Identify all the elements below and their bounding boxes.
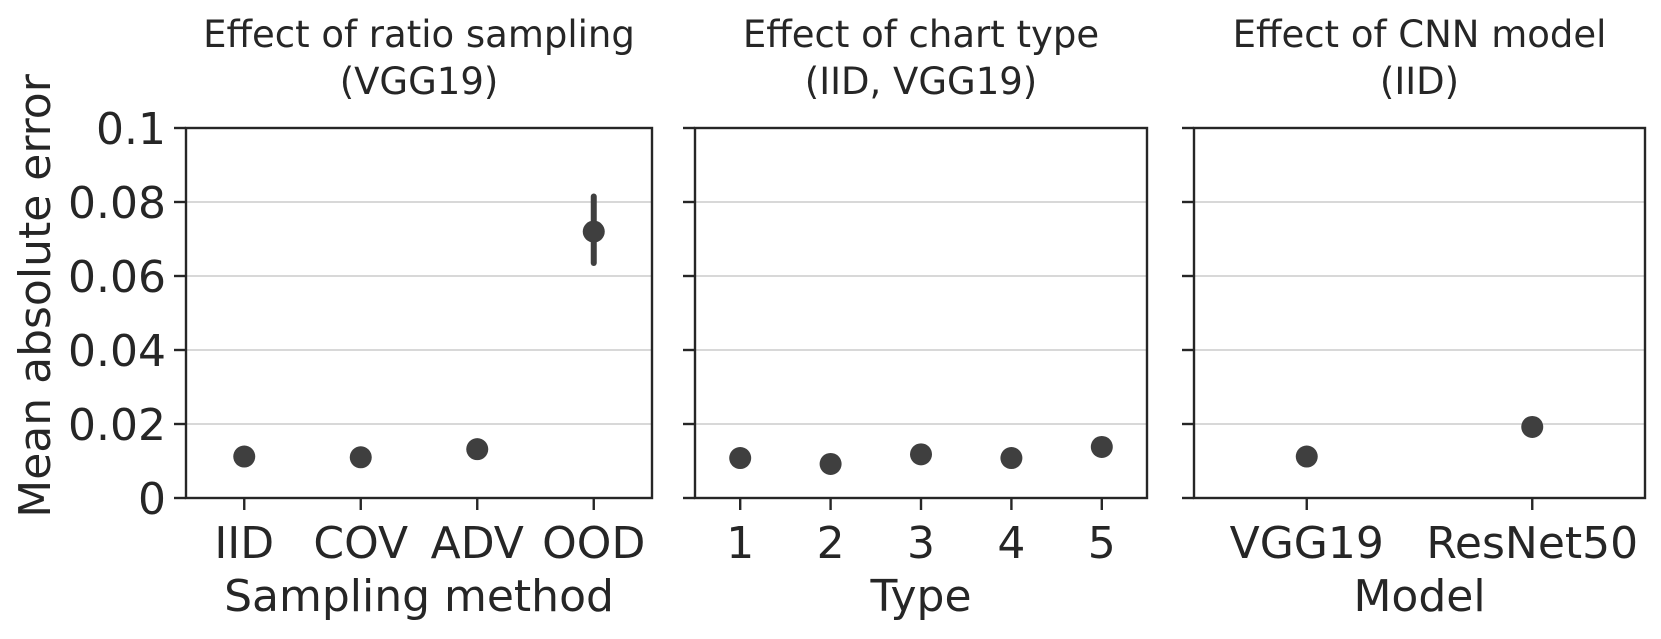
y-tick-label-2: 0.04 (68, 326, 166, 377)
axes-frame-1 (184, 126, 654, 500)
axes-frame-3 (1192, 126, 1647, 500)
gridlines (186, 201, 1645, 425)
x-tick-label-vgg19: VGG19 (1230, 518, 1384, 569)
y-tick-label-3: 0.06 (68, 252, 166, 303)
chart-title-3: Effect of CNN model (1233, 13, 1607, 56)
axes-frame-2 (693, 126, 1149, 500)
x-axis-label-2: Type (869, 571, 971, 622)
data-point-3-vgg19 (1295, 445, 1318, 468)
x-tick-label-3: 3 (907, 518, 935, 569)
chart-marks (233, 193, 1544, 475)
x-axis-label-1: Sampling method (224, 571, 614, 622)
y-tick-label-4: 0.08 (68, 178, 166, 229)
data-point-3-resnet50 (1521, 415, 1544, 438)
data-point-1-cov (349, 446, 372, 469)
chart-labels: Mean absolute error 0 0.02 0.04 0.06 0.08 0.1… (10, 13, 1638, 622)
data-point-2-4 (1000, 447, 1023, 470)
data-point-2-1 (729, 447, 752, 470)
data-point-2-2 (819, 452, 842, 475)
chart-subtitle-1: (VGG19) (340, 60, 499, 103)
x-tick-label-2: 2 (817, 518, 845, 569)
chart-subtitle-2: (IID, VGG19) (805, 60, 1037, 103)
x-tick-label-ood: OOD (542, 518, 645, 569)
y-tick-label-0: 0 (138, 474, 166, 525)
x-tick-label-adv: ADV (431, 518, 524, 569)
y-axis-label: Mean absolute error (10, 73, 61, 517)
x-tick-label-iid: IID (214, 518, 274, 569)
x-tick-label-resnet50: ResNet50 (1426, 518, 1638, 569)
data-point-1-adv (466, 438, 489, 461)
x-axis-label-3: Model (1353, 571, 1485, 622)
axes-frames (174, 126, 1647, 510)
data-point-1-ood (582, 220, 605, 243)
x-tick-label-1: 1 (726, 518, 754, 569)
x-tick-label-cov: COV (313, 518, 408, 569)
data-point-2-3 (910, 443, 932, 466)
y-tick-label-1: 0.02 (68, 400, 166, 451)
x-tick-label-4: 4 (997, 518, 1025, 569)
chart-title-2: Effect of chart type (743, 13, 1099, 56)
chart-title-1: Effect of ratio sampling (203, 13, 635, 56)
data-point-2-5 (1090, 435, 1113, 458)
chart-subtitle-3: (IID) (1380, 60, 1459, 103)
y-tick-label-5: 0.1 (96, 104, 166, 155)
x-tick-label-5: 5 (1088, 518, 1116, 569)
data-point-1-iid (233, 445, 256, 468)
